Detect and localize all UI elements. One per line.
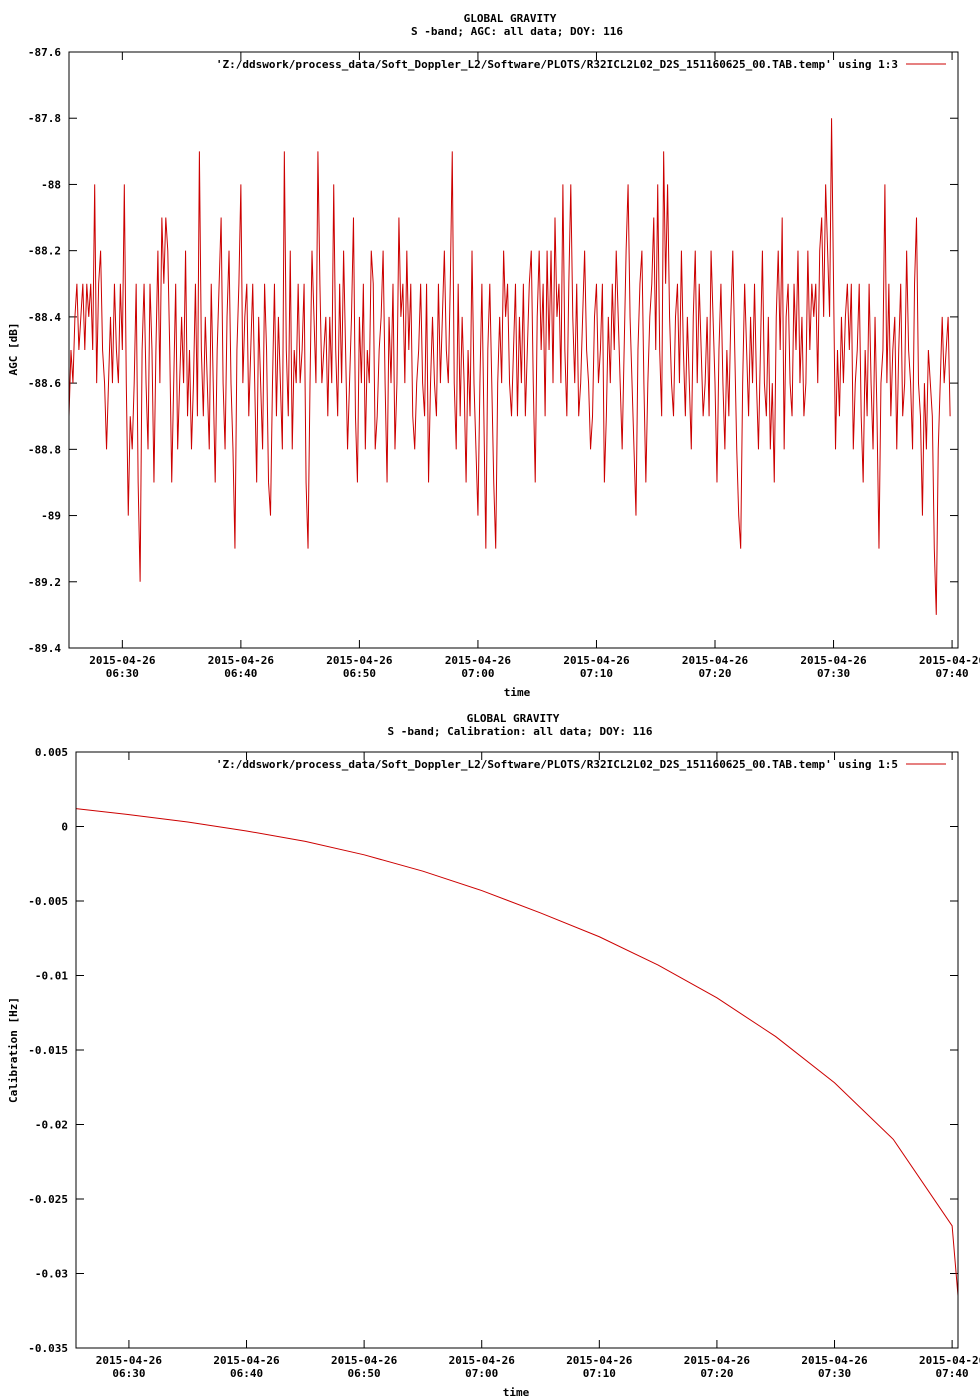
agc-x-tick-date-label: 2015-04-26 [682, 654, 749, 667]
agc-x-tick-time-label: 06:40 [224, 667, 257, 680]
agc-y-tick-label: -89.2 [28, 576, 61, 589]
agc-y-tick-label: -89.4 [28, 642, 61, 655]
calibration-y-tick-label: -0.005 [28, 895, 68, 908]
agc-x-tick-date-label: 2015-04-26 [89, 654, 156, 667]
agc-chart-title: GLOBAL GRAVITY [464, 12, 557, 25]
agc-x-tick-time-label: 07:40 [936, 667, 969, 680]
calibration-plot-frame [75, 751, 959, 1349]
agc-x-axis-label: time [504, 686, 531, 699]
agc-x-tick-time-label: 06:30 [106, 667, 139, 680]
calibration-x-tick-date-label: 2015-04-26 [919, 1354, 980, 1367]
calibration-y-axis: 0.005 0 -0.005 -0.01 -0.015 -0.02 -0.025 -0.03 -… [28, 746, 958, 1355]
agc-x-axis: 2015-04-2606:302015-04-2606:402015-04-26… [89, 52, 980, 680]
calibration-x-tick-date-label: 2015-04-26 [331, 1354, 398, 1367]
calibration-y-tick-label: -0.015 [28, 1044, 68, 1057]
calibration-x-axis-label: time [503, 1386, 530, 1399]
calibration-y-axis-label: Calibration [Hz] [7, 997, 20, 1103]
agc-y-tick-label: -87.6 [28, 46, 61, 59]
calibration-y-tick-label: -0.025 [28, 1193, 68, 1206]
agc-x-tick-date-label: 2015-04-26 [800, 654, 867, 667]
calibration-y-tick-label: 0 [61, 821, 68, 834]
agc-x-tick-time-label: 06:50 [343, 667, 376, 680]
calibration-x-axis: 2015-04-2606:302015-04-2606:402015-04-26… [96, 752, 980, 1380]
agc-series-line [68, 118, 951, 615]
calibration-x-tick-date-label: 2015-04-26 [801, 1354, 868, 1367]
calibration-series-line [75, 808, 959, 1296]
agc-x-tick-date-label: 2015-04-26 [919, 654, 980, 667]
agc-x-tick-date-label: 2015-04-26 [445, 654, 512, 667]
agc-x-tick-date-label: 2015-04-26 [326, 654, 393, 667]
agc-chart: GLOBAL GRAVITY S -band; AGC: all data; D… [7, 12, 980, 699]
calibration-x-tick-date-label: 2015-04-26 [684, 1354, 751, 1367]
calibration-x-tick-time-label: 06:30 [112, 1367, 145, 1380]
calibration-x-tick-date-label: 2015-04-26 [213, 1354, 280, 1367]
agc-y-tick-label: -87.8 [28, 112, 61, 125]
agc-x-tick-time-label: 07:30 [817, 667, 850, 680]
calibration-x-tick-date-label: 2015-04-26 [566, 1354, 633, 1367]
agc-y-tick-label: -88.8 [28, 443, 61, 456]
agc-x-tick-date-label: 2015-04-26 [208, 654, 275, 667]
calibration-y-tick-label: 0.005 [35, 746, 68, 759]
calibration-x-tick-time-label: 07:40 [936, 1367, 969, 1380]
calibration-x-tick-time-label: 07:20 [700, 1367, 733, 1380]
agc-x-tick-time-label: 07:10 [580, 667, 613, 680]
calibration-chart-title: GLOBAL GRAVITY [467, 712, 560, 725]
agc-x-tick-time-label: 07:20 [698, 667, 731, 680]
calibration-x-tick-time-label: 06:50 [348, 1367, 381, 1380]
agc-chart-subtitle: S -band; AGC: all data; DOY: 116 [411, 25, 623, 38]
agc-plot-frame [68, 51, 959, 649]
calibration-x-tick-time-label: 07:10 [583, 1367, 616, 1380]
calibration-y-tick-label: -0.01 [35, 970, 68, 983]
calibration-x-tick-date-label: 2015-04-26 [96, 1354, 163, 1367]
calibration-legend-label: 'Z:/ddswork/process_data/Soft_Doppler_L2… [216, 758, 898, 771]
calibration-x-tick-date-label: 2015-04-26 [449, 1354, 516, 1367]
agc-y-tick-label: -88 [41, 178, 61, 191]
agc-y-axis-label: AGC [dB] [7, 323, 20, 376]
calibration-x-tick-time-label: 06:40 [230, 1367, 263, 1380]
calibration-x-tick-time-label: 07:00 [465, 1367, 498, 1380]
agc-y-tick-label: -88.2 [28, 245, 61, 258]
calibration-x-tick-time-label: 07:30 [818, 1367, 851, 1380]
calibration-y-tick-label: -0.035 [28, 1342, 68, 1355]
agc-y-axis: -87.6 -87.8 -88 -88.2 -88.4 -88.6 -88.8 -89 -89.… [28, 46, 958, 655]
agc-y-tick-label: -88.4 [28, 311, 61, 324]
agc-legend-label: 'Z:/ddswork/process_data/Soft_Doppler_L2… [216, 58, 898, 71]
calibration-chart-subtitle: S -band; Calibration: all data; DOY: 116 [388, 725, 653, 738]
agc-x-tick-time-label: 07:00 [461, 667, 494, 680]
agc-x-tick-date-label: 2015-04-26 [563, 654, 630, 667]
calibration-y-tick-label: -0.03 [35, 1268, 68, 1281]
calibration-chart: GLOBAL GRAVITY S -band; Calibration: all… [7, 712, 980, 1399]
agc-y-tick-label: -89 [41, 510, 61, 523]
agc-y-tick-label: -88.6 [28, 377, 61, 390]
calibration-y-tick-label: -0.02 [35, 1119, 68, 1132]
